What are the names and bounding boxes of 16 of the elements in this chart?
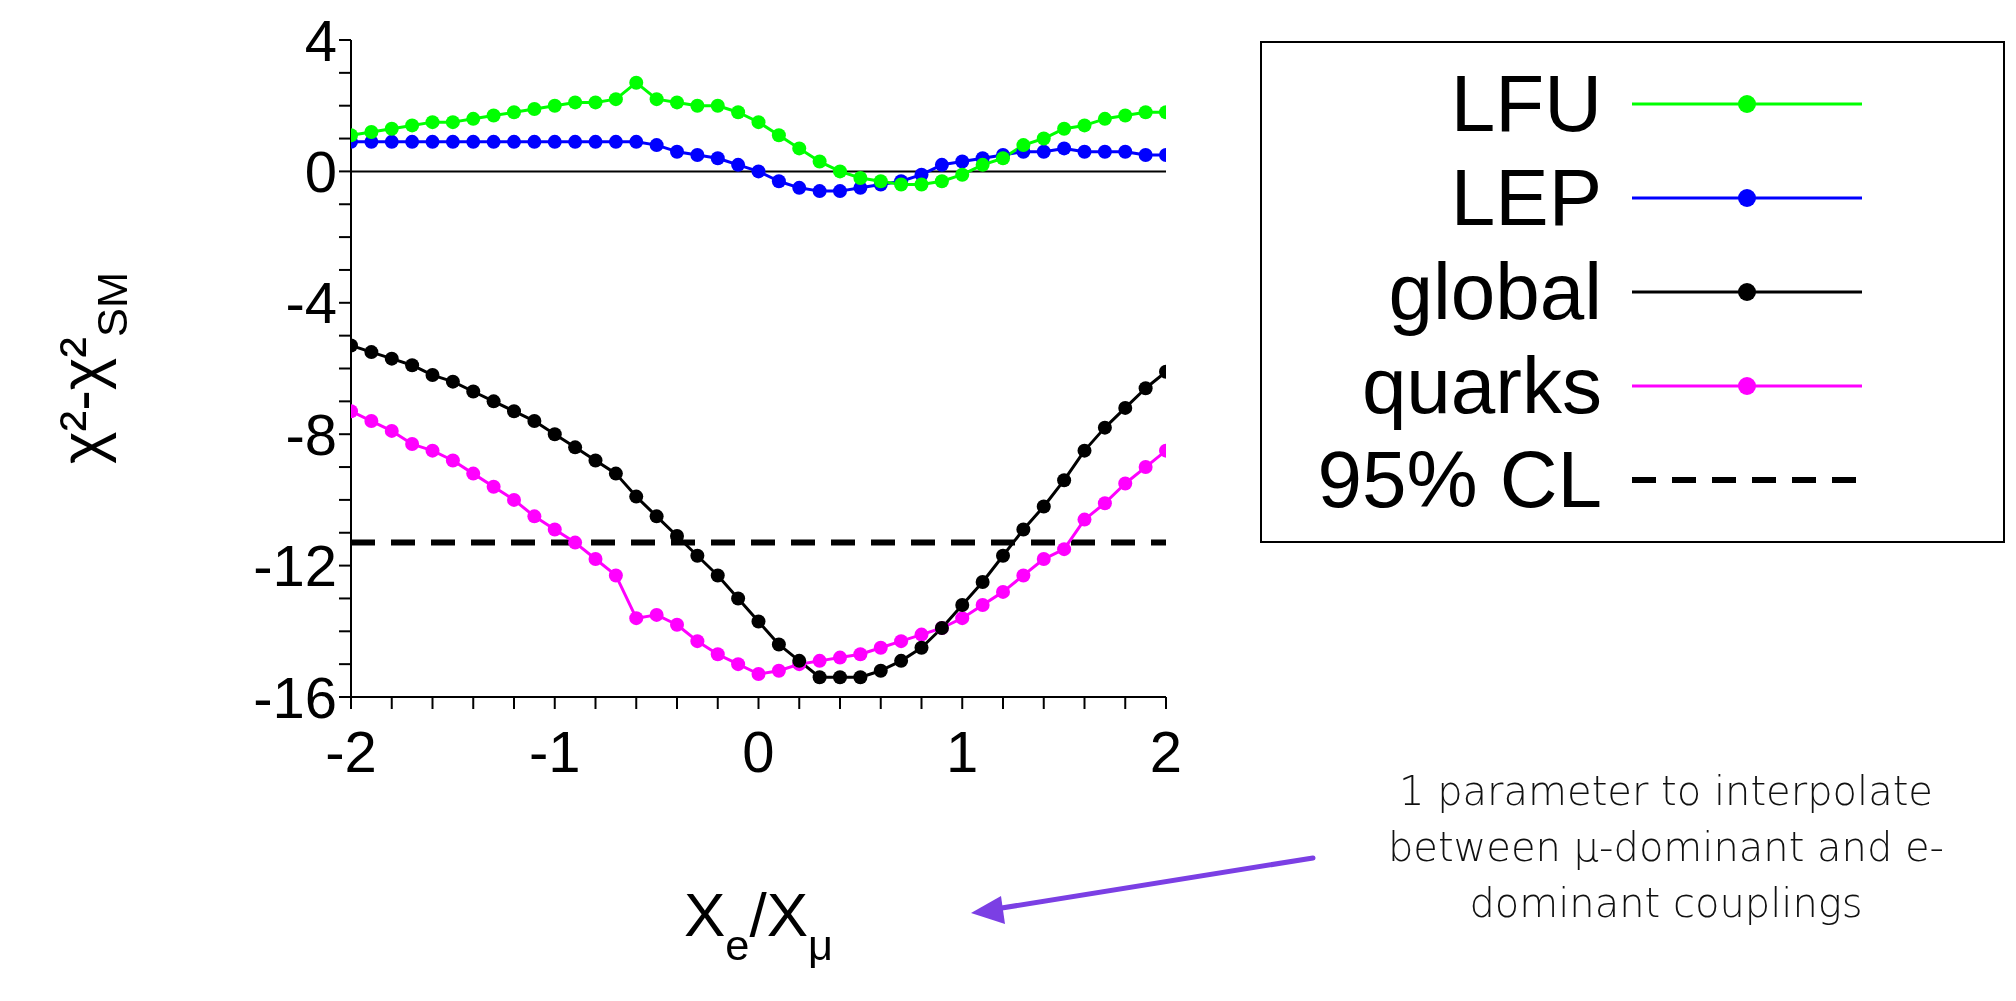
legend-label: LEP: [1449, 152, 1602, 244]
ref-line-label: 95% CL: [1316, 434, 1602, 526]
text: 1 parameter to interpolate between μ-dominant and e-dominant couplings: [1386, 767, 1946, 928]
x-tick-label: 0: [742, 719, 775, 785]
legend-label: global: [1387, 246, 1602, 338]
legend-label: LFU: [1449, 58, 1602, 150]
y-tick-label: 0: [304, 138, 337, 204]
x-tick-label: 2: [1149, 719, 1183, 785]
legend-label: quarks: [1360, 340, 1602, 432]
x-axis-title: X$_{e}$/X$_{μ}$: [683, 880, 834, 969]
x-tick-label: 1: [946, 719, 979, 785]
y-tick-label: -4: [285, 270, 337, 336]
y-tick-label: -12: [253, 533, 337, 599]
y-tick-label: 4: [304, 7, 337, 73]
x-tick-label: -1: [528, 719, 581, 785]
y-tick-label: -8: [285, 401, 337, 467]
